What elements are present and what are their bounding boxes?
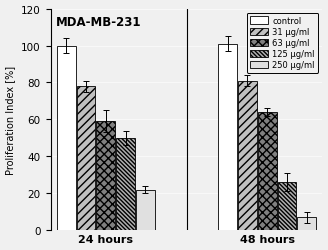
Bar (96, 122, 115, 230)
Text: MDA-MB-231: MDA-MB-231 (56, 16, 141, 29)
Bar (258, 112, 277, 230)
Bar (277, 182, 296, 230)
Y-axis label: Proliferation Index [%]: Proliferation Index [%] (6, 66, 15, 174)
Bar (218, 44, 237, 230)
Bar (238, 81, 257, 230)
Bar (297, 218, 316, 230)
Bar (77, 87, 95, 230)
Bar (116, 138, 135, 230)
Bar (57, 46, 76, 230)
Legend: control, 31 μg/ml, 63 μg/ml, 125 μg/ml, 250 μg/ml: control, 31 μg/ml, 63 μg/ml, 125 μg/ml, … (247, 14, 318, 74)
Bar (136, 190, 154, 230)
